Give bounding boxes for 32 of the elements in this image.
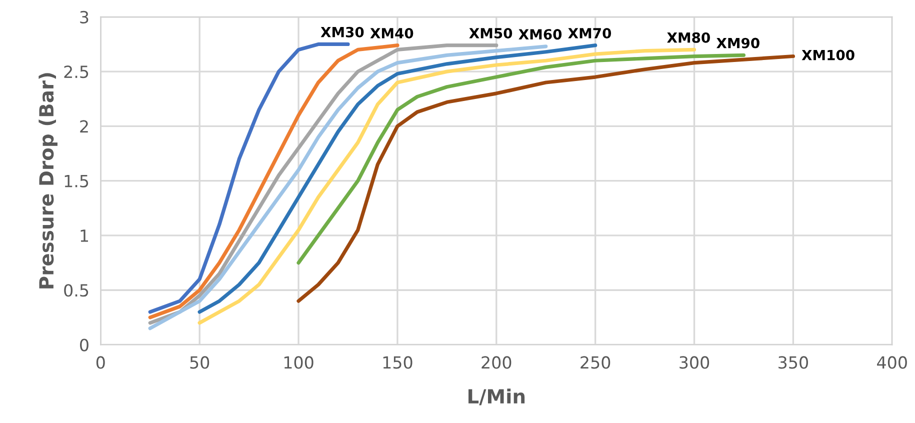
line-series [296,53,746,265]
line-series [296,54,795,303]
line-series [198,44,598,314]
x-tick-label: 50 [190,356,210,369]
series-label: XM70 [568,28,612,38]
series-label: XM30 [320,26,364,38]
series-label: XM80 [667,32,710,43]
y-tick-label: 0 [80,338,88,352]
x-tick-label: 0 [96,356,105,369]
line-series [148,42,350,314]
x-tick-label: 150 [383,356,412,369]
x-tick-label: 300 [680,356,710,369]
line-series [148,44,400,320]
y-tick-label: 2 [80,120,88,133]
series-label: XM90 [716,38,760,48]
y-axis-title: Pressure Drop (Bar) [38,73,58,288]
line-series [198,48,696,325]
y-tick-label: 1 [80,230,88,242]
y-tick-label: 1.5 [64,175,88,188]
y-tick-label: 3 [80,10,88,24]
x-tick-label: 350 [778,356,808,369]
x-tick-label: 100 [284,356,314,369]
series-label: XM60 [518,29,562,40]
series-label: XM100 [802,50,854,60]
series-label: XM40 [370,28,414,38]
x-tick-label: 200 [482,356,512,369]
y-tick-label: 2.5 [64,66,88,78]
x-axis-title: L/Min [468,388,525,406]
x-tick-label: 250 [580,356,610,369]
series-label: XM50 [469,28,512,38]
x-tick-label: 400 [877,356,907,369]
y-tick-label: 0.5 [64,284,88,297]
